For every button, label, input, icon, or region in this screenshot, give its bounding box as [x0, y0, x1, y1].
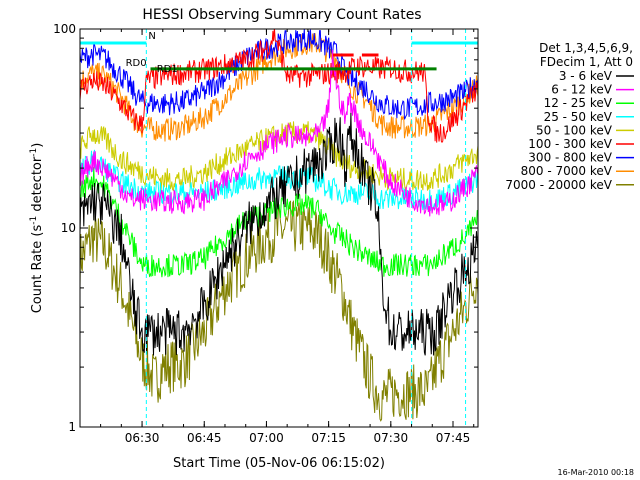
series-line-7000-20000-kev — [80, 199, 478, 422]
y-axis-label-exp1: -1 — [29, 216, 39, 225]
legend-header-line-1: Det 1,3,4,5,6,9, — [539, 41, 633, 55]
x-tick-label: 07:00 — [249, 431, 284, 445]
y-axis-label: Count Rate (s-1 detector-1) — [29, 143, 45, 314]
x-tick-label: 07:45 — [436, 431, 471, 445]
axes — [79, 28, 479, 428]
footer-timestamp: 16-Mar-2010 00:18 — [558, 468, 635, 477]
series-line-50-100-kev — [80, 121, 478, 192]
x-tick-label: 07:15 — [311, 431, 346, 445]
x-axis-label: Start Time (05-Nov-06 06:15:02) — [173, 456, 385, 471]
y-axis-label-mid: detector — [30, 156, 45, 216]
y-axis-label-exp2: -1 — [29, 148, 39, 157]
legend-item-label: 7000 - 20000 keV — [505, 178, 612, 192]
x-tick-label: 06:30 — [125, 431, 160, 445]
n-marker-label: N — [148, 31, 155, 42]
legend-header-line-2: FDecim 1, Att 0 — [540, 55, 633, 69]
series-group — [80, 29, 478, 427]
rd1-label: RD1 — [157, 64, 178, 75]
plot-frame — [79, 28, 479, 428]
legend-item-label: 50 - 100 keV — [536, 123, 613, 137]
plot-area: N RD0 RD1 — [80, 29, 478, 427]
y-tick-label: 1 — [68, 420, 76, 434]
legend-item-label: 6 - 12 keV — [551, 83, 613, 97]
y-tick-label: 10 — [61, 221, 76, 235]
y-tick-label: 100 — [53, 22, 76, 36]
rd0-label: RD0 — [126, 58, 147, 69]
legend-item-label: 100 - 300 keV — [528, 137, 612, 151]
y-axis-label-end: ) — [30, 143, 45, 148]
legend-item-label: 25 - 50 keV — [544, 110, 613, 124]
chart-title: HESSI Observing Summary Count Rates — [142, 7, 421, 23]
legend: Det 1,3,4,5,6,9, FDecim 1, Att 0 3 - 6 k… — [505, 41, 634, 192]
tick-labels: 06:30 06:45 07:00 07:15 07:30 07:45 1 10 100 — [53, 22, 470, 445]
legend-item-label: 12 - 25 keV — [544, 96, 613, 110]
legend-item-label: 800 - 7000 keV — [521, 164, 613, 178]
y-axis-label-main: Count Rate (s — [30, 225, 45, 314]
legend-item-label: 3 - 6 keV — [559, 69, 613, 83]
series-line-3-6-kev — [80, 112, 478, 356]
legend-item-label: 300 - 800 keV — [528, 151, 612, 165]
x-tick-label: 07:30 — [374, 431, 409, 445]
x-tick-label: 06:45 — [187, 431, 222, 445]
